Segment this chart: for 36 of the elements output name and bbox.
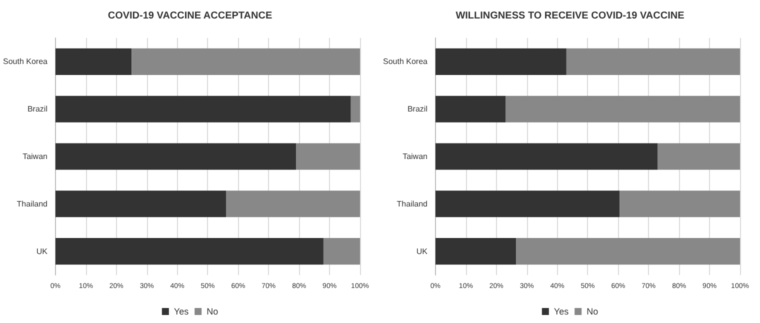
y-tick-label: Taiwan	[402, 152, 428, 161]
bar	[516, 238, 740, 265]
bar	[435, 48, 566, 75]
legend-label: No	[206, 306, 218, 316]
bar	[435, 143, 658, 170]
legend-label: Yes	[174, 306, 190, 316]
bar	[55, 238, 324, 265]
y-tick-label: Thailand	[16, 199, 48, 208]
bar	[55, 190, 226, 218]
bar	[350, 96, 360, 122]
bar	[506, 96, 740, 122]
bar	[566, 48, 740, 75]
y-tick-label: Brazil	[27, 104, 48, 114]
y-tick-label: Thailand	[396, 199, 428, 208]
y-tick-label: South Korea	[2, 57, 48, 66]
y-tick-label: UK	[416, 246, 428, 256]
bar	[55, 96, 351, 122]
bar	[323, 238, 360, 265]
chart-title: WILLINGNESS TO RECEIVE COVID-19 VACCINE	[456, 10, 685, 22]
bar	[658, 143, 740, 170]
legend-label: Yes	[554, 306, 570, 316]
chart-title: COVID-19 VACCINE ACCEPTANCE	[108, 10, 272, 22]
bar	[296, 143, 360, 170]
bar	[132, 48, 360, 75]
bar	[55, 48, 132, 75]
bar	[55, 143, 296, 170]
bar	[435, 190, 620, 218]
bar	[620, 190, 740, 218]
y-tick-label: UK	[36, 246, 48, 256]
legend-label: No	[586, 306, 598, 316]
y-tick-label: Taiwan	[22, 152, 48, 161]
bar	[435, 96, 506, 122]
y-tick-label: South Korea	[382, 57, 428, 66]
bar	[435, 238, 516, 265]
bar	[226, 190, 360, 218]
y-tick-label: Brazil	[407, 104, 428, 114]
